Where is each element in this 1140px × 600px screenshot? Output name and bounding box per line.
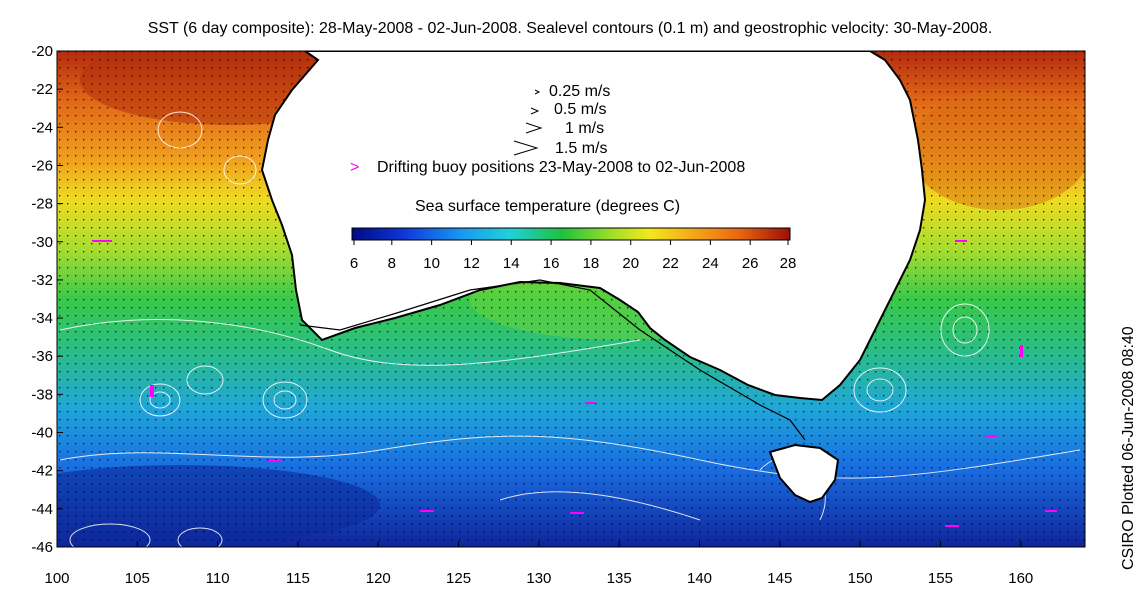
- plot-frame: [56, 50, 1086, 548]
- x-axis: 100 105 110 115 120 125 130 135 140 145 150 155 160: [44, 541, 1033, 587]
- x-tick-label: 130: [526, 570, 551, 587]
- tasmania: [768, 443, 840, 504]
- y-tick-label: -34: [31, 310, 53, 327]
- y-tick-label: -30: [31, 234, 53, 251]
- buoy-legend-label: Drifting buoy positions 23-May-2008 to 0…: [377, 159, 746, 176]
- y-tick-label: -24: [31, 119, 53, 136]
- y-tick-label: -40: [31, 425, 53, 442]
- sst-field: [57, 51, 1085, 547]
- plot-credit: CSIRO Plotted 06-Jun-2008 08:40: [1120, 326, 1137, 570]
- velocity-label-025: 0.25 m/s: [549, 83, 611, 100]
- x-tick-label: 110: [206, 570, 230, 587]
- colorbar-tick-label: 14: [503, 255, 520, 272]
- arrow-05: [530, 107, 540, 115]
- x-tick-label: 135: [607, 570, 632, 587]
- x-tick-label: 105: [125, 570, 150, 587]
- sealevel-contours: [59, 111, 1081, 547]
- x-tick-label: 155: [928, 570, 953, 587]
- x-tick-label: 145: [767, 570, 792, 587]
- y-axis: -20 -22 -24 -26 -28 -30 -32 -34 -36 -38 -40 -42 -44 -…: [31, 43, 63, 556]
- colorbar-tick-label: 6: [350, 255, 358, 272]
- colorbar-title: Sea surface temperature (degrees C): [415, 198, 681, 215]
- x-tick-label: 160: [1008, 570, 1033, 587]
- shelf-contour: [299, 279, 806, 441]
- velocity-label-15: 1.5 m/s: [555, 140, 608, 157]
- y-tick-label: -38: [31, 386, 53, 403]
- y-tick-label: -26: [31, 157, 53, 174]
- y-tick-label: -42: [31, 463, 53, 480]
- australia-landmass: [260, 51, 927, 402]
- colorbar-tick-label: 18: [583, 255, 600, 272]
- colorbar-tick-label: 28: [780, 255, 797, 272]
- velocity-arrows: [513, 89, 543, 156]
- colorbar-bar: [351, 227, 791, 241]
- y-tick-label: -20: [31, 43, 53, 60]
- x-tick-label: 140: [687, 570, 712, 587]
- map-title: SST (6 day composite): 28-May-2008 - 02-…: [147, 20, 993, 37]
- y-tick-label: -22: [31, 81, 53, 98]
- x-tick-label: 150: [848, 570, 873, 587]
- velocity-label-1: 1 m/s: [565, 120, 605, 137]
- velocity-label-05: 0.5 m/s: [554, 101, 607, 118]
- y-tick-label: -46: [31, 539, 53, 556]
- buoy-marker-symbol: >: [350, 159, 360, 176]
- colorbar-tick-label: 22: [662, 255, 679, 272]
- colorbar: 6 8 10 12 14 16 18 20 22 24 26 28: [350, 227, 797, 272]
- colorbar-tick-label: 8: [388, 255, 396, 272]
- y-tick-label: -32: [31, 272, 53, 289]
- colorbar-tick-label: 20: [622, 255, 639, 272]
- arrow-15: [513, 140, 539, 156]
- x-tick-label: 115: [286, 570, 310, 587]
- colorbar-tick-label: 16: [543, 255, 560, 272]
- colorbar-tick-label: 12: [463, 255, 480, 272]
- y-tick-label: -28: [31, 196, 53, 213]
- x-tick-label: 125: [446, 570, 471, 587]
- y-tick-label: -44: [31, 501, 53, 518]
- arrow-1: [525, 122, 543, 134]
- colorbar-tick-label: 24: [702, 255, 719, 272]
- colorbar-tick-label: 10: [423, 255, 440, 272]
- y-tick-label: -36: [31, 348, 53, 365]
- x-tick-label: 100: [44, 570, 69, 587]
- x-tick-label: 120: [366, 570, 391, 587]
- arrow-025: [534, 89, 541, 95]
- colorbar-tick-label: 26: [742, 255, 759, 272]
